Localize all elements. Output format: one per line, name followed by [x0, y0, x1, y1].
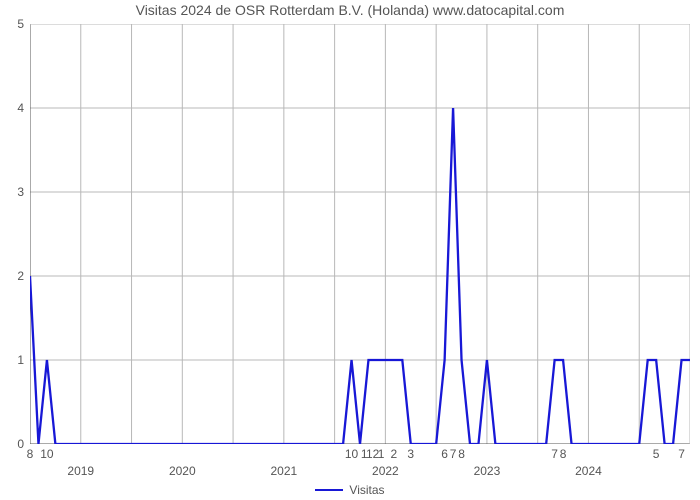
legend-swatch [315, 489, 343, 491]
chart-container: { "chart": { "type": "line", "title": "V… [0, 0, 700, 500]
x-tick-label: 8 [560, 447, 567, 461]
x-tick-label: 3 [407, 447, 414, 461]
x-tick-label: 6 [441, 447, 448, 461]
x-tick-label: 10 [40, 447, 53, 461]
legend-label: Visitas [349, 483, 384, 497]
x-tick-label: 2 [391, 447, 398, 461]
x-year-label: 2019 [67, 464, 94, 478]
x-tick-label: 1 [378, 447, 385, 461]
y-tick-label: 2 [17, 269, 24, 283]
x-year-label: 2024 [575, 464, 602, 478]
x-tick-label: 7 [450, 447, 457, 461]
plot-area: 0123458101011212367878572019202020212022… [30, 24, 690, 444]
x-year-label: 2023 [474, 464, 501, 478]
x-year-label: 2020 [169, 464, 196, 478]
x-year-label: 2021 [270, 464, 297, 478]
y-tick-label: 3 [17, 185, 24, 199]
chart-title: Visitas 2024 de OSR Rotterdam B.V. (Hola… [0, 2, 700, 18]
y-tick-label: 1 [17, 353, 24, 367]
x-tick-label: 7 [678, 447, 685, 461]
x-tick-label: 8 [458, 447, 465, 461]
x-tick-label: 10 [345, 447, 358, 461]
x-year-label: 2022 [372, 464, 399, 478]
chart-svg [30, 24, 690, 444]
y-tick-label: 4 [17, 101, 24, 115]
x-tick-label: 8 [27, 447, 34, 461]
x-tick-label: 7 [551, 447, 558, 461]
x-tick-label: 5 [653, 447, 660, 461]
legend: Visitas [0, 482, 700, 497]
y-tick-label: 0 [17, 437, 24, 451]
y-tick-label: 5 [17, 17, 24, 31]
